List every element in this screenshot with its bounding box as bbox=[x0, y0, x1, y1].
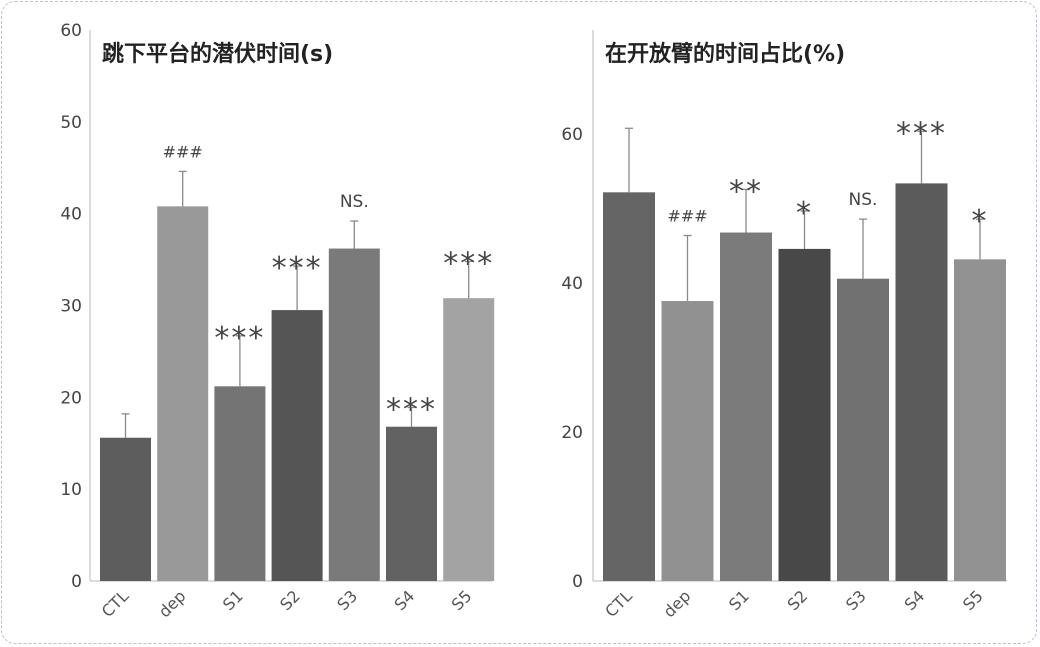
chart-1-x-tick-label: S1 bbox=[219, 586, 247, 614]
chart-1-x-tick-label: S3 bbox=[333, 586, 361, 614]
chart-2-y-tick-label: 60 bbox=[561, 125, 583, 145]
chart-1-significance-label: ### bbox=[163, 142, 203, 161]
chart-2-significance-label: ** bbox=[729, 174, 763, 209]
chart-2-title: 在开放臂的时间占比(%) bbox=[605, 41, 845, 67]
chart-2-bar-S4 bbox=[895, 183, 948, 582]
chart-2-bar-S5 bbox=[954, 259, 1006, 581]
chart-2-significance-label: ### bbox=[667, 207, 707, 226]
chart-1-significance-label: *** bbox=[272, 251, 323, 286]
chart-2-x-tick-label: S4 bbox=[901, 586, 929, 614]
chart-1-bar-dep bbox=[157, 206, 209, 581]
chart-2-x-tick-label: S3 bbox=[842, 586, 870, 614]
chart-1-significance-label: NS. bbox=[340, 192, 369, 212]
chart-1-significance-label: *** bbox=[386, 392, 437, 427]
chart-1-significance-label: *** bbox=[214, 321, 265, 356]
chart-2-y-tick-label: 0 bbox=[572, 572, 583, 592]
chart-1-bar-S3 bbox=[328, 248, 380, 581]
chart-1-bar-S5 bbox=[443, 298, 495, 581]
chart-2-bar-CTL bbox=[603, 192, 655, 581]
chart-1-bar-S1 bbox=[214, 386, 266, 581]
chart-2-significance-label: NS. bbox=[849, 190, 878, 210]
chart-2-significance-label: * bbox=[972, 204, 989, 239]
chart-2-x-tick-label: S1 bbox=[725, 586, 753, 614]
chart-1-x-tick-label: S5 bbox=[448, 586, 476, 614]
chart-2-bar-S3 bbox=[837, 278, 889, 581]
chart-1-y-tick-label: 20 bbox=[60, 388, 82, 408]
chart-1-y-tick-label: 60 bbox=[60, 21, 82, 41]
chart-1-y-tick-label: 40 bbox=[60, 205, 82, 225]
chart-2-bar-dep bbox=[661, 301, 714, 581]
chart-1-x-tick-label: S2 bbox=[276, 586, 304, 614]
chart-2-significance-label: *** bbox=[896, 116, 947, 151]
chart-2-x-tick-label: dep bbox=[660, 586, 695, 621]
chart-1-bar-S4 bbox=[386, 426, 437, 581]
chart-1-title: 跳下平台的潜伏时间(s) bbox=[102, 41, 333, 67]
chart-2-significance-label: * bbox=[796, 196, 813, 231]
chart-2-bar-S2 bbox=[778, 248, 831, 581]
chart-2-x-tick-label: CTL bbox=[601, 586, 636, 621]
chart-2-bar-S1 bbox=[720, 232, 772, 581]
chart-2-x-tick-label: S5 bbox=[959, 586, 987, 614]
chart-1-x-tick-label: CTL bbox=[98, 586, 133, 621]
chart-2-x-tick-label: S2 bbox=[784, 586, 812, 614]
chart-1-y-tick-label: 0 bbox=[71, 572, 82, 592]
chart-2-y-tick-label: 40 bbox=[561, 274, 583, 294]
chart-1-y-tick-label: 50 bbox=[60, 113, 82, 133]
chart-1-bar-CTL bbox=[100, 437, 151, 581]
chart-1-bar-S2 bbox=[271, 310, 323, 581]
chart-1-y-tick-label: 10 bbox=[60, 480, 82, 500]
chart-1-y-tick-label: 30 bbox=[60, 297, 82, 317]
chart-1-x-tick-label: dep bbox=[155, 586, 190, 621]
chart-1-x-tick-label: S4 bbox=[391, 586, 419, 614]
chart-1-significance-label: *** bbox=[443, 246, 494, 281]
chart-2-y-tick-label: 20 bbox=[561, 423, 583, 443]
